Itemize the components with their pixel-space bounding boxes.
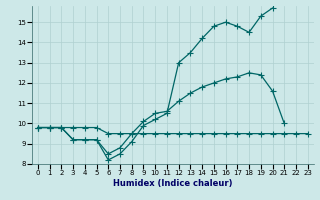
X-axis label: Humidex (Indice chaleur): Humidex (Indice chaleur)	[113, 179, 233, 188]
